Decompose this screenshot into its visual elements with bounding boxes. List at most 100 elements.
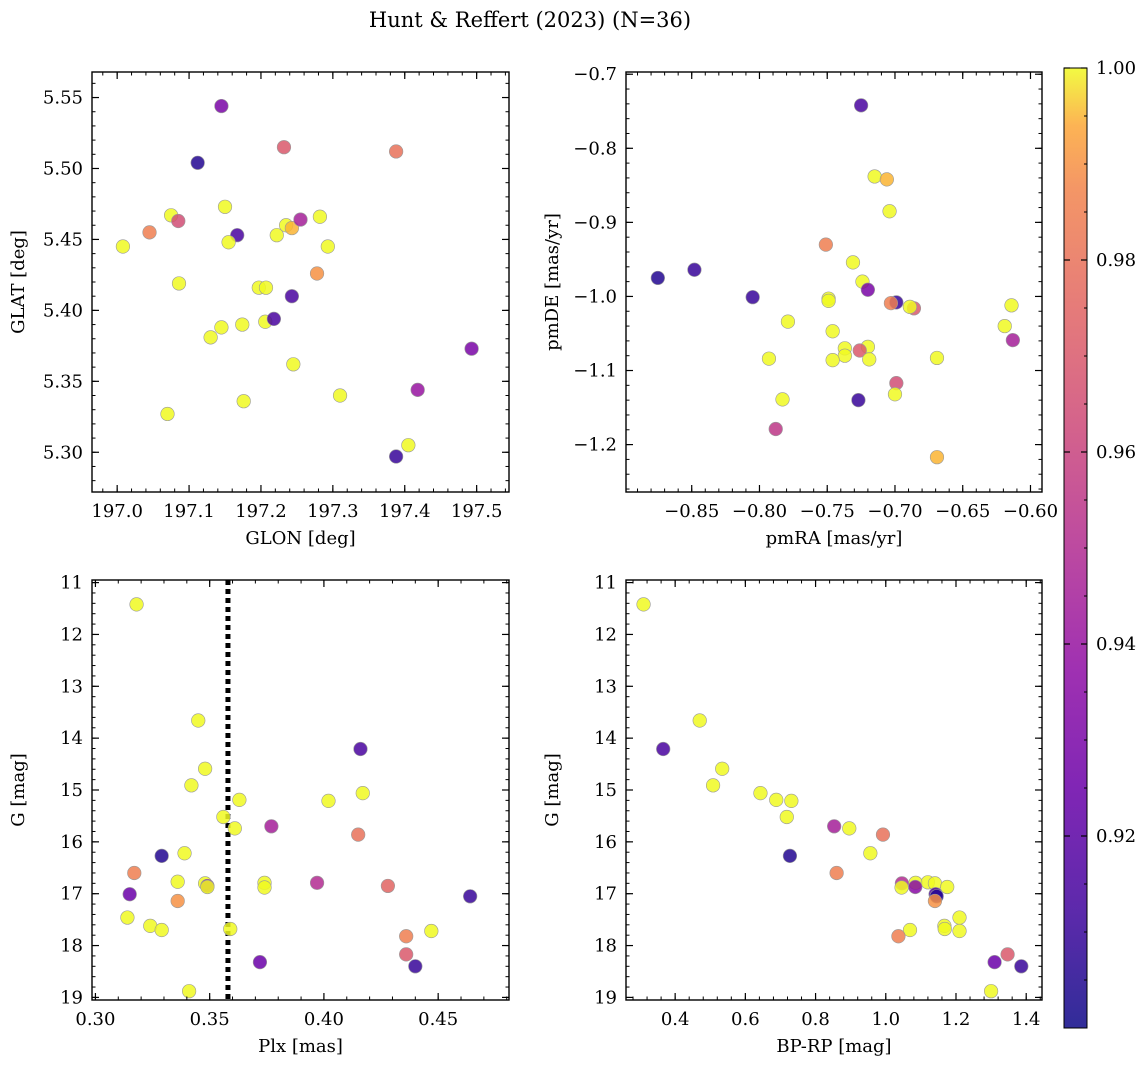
scatter-points bbox=[120, 597, 478, 999]
y-axis-label: G [mag] bbox=[8, 753, 29, 826]
x-tick-label: 197.5 bbox=[451, 501, 503, 522]
scatter-point bbox=[216, 809, 231, 825]
scatter-point bbox=[862, 352, 877, 367]
x-tick-label: 197.1 bbox=[163, 501, 215, 522]
scatter-point bbox=[424, 923, 439, 939]
scatter-point bbox=[908, 879, 923, 895]
scatter-point bbox=[142, 225, 157, 240]
y-axis-label: GLAT [deg] bbox=[8, 230, 29, 334]
y-tick-label: 12 bbox=[60, 624, 83, 645]
scatter-point bbox=[779, 809, 794, 825]
scatter-point bbox=[257, 880, 272, 895]
y-tick-label: 14 bbox=[60, 728, 83, 749]
scatter-point bbox=[171, 213, 186, 229]
scatter-point bbox=[1005, 333, 1020, 348]
y-tick-label: 11 bbox=[594, 573, 617, 594]
y-tick-label: 19 bbox=[60, 987, 83, 1008]
x-axis-label: GLON [deg] bbox=[245, 528, 355, 549]
scatter-point bbox=[389, 144, 404, 159]
x-tick-label: 1.0 bbox=[871, 1009, 900, 1030]
y-tick-label: −0.7 bbox=[573, 64, 617, 85]
x-tick-label: 0.30 bbox=[75, 1009, 115, 1030]
scatter-point bbox=[852, 343, 867, 358]
scatter-point bbox=[891, 929, 906, 944]
scatter-point bbox=[408, 959, 423, 974]
scatter-point bbox=[380, 878, 395, 894]
x-tick-label: 1.2 bbox=[942, 1009, 971, 1030]
y-axis-label: G [mag] bbox=[542, 753, 563, 826]
scatter-point bbox=[191, 713, 206, 728]
scatter-point bbox=[264, 819, 279, 834]
y-tick-label: 16 bbox=[594, 832, 617, 853]
scatter-point bbox=[284, 289, 299, 304]
scatter-point bbox=[463, 889, 478, 904]
y-tick-label: 12 bbox=[594, 624, 617, 645]
y-tick-label: 17 bbox=[60, 884, 83, 905]
scatter-point bbox=[190, 155, 205, 170]
scatter-points bbox=[115, 98, 479, 464]
x-tick-label: 0.8 bbox=[801, 1009, 830, 1030]
scatter-point bbox=[115, 239, 131, 254]
x-axis-label: pmRA [mas/yr] bbox=[766, 528, 903, 549]
panel-bottom-right: 0.4 0.6 0.8 1.0 1.2 1.4 11 12 13 14 15 16 17 18 19 BP-R… bbox=[542, 573, 1043, 1057]
scatter-point bbox=[780, 314, 796, 329]
scatter-point bbox=[182, 984, 197, 999]
scatter-point bbox=[761, 351, 777, 366]
scatter-point bbox=[768, 421, 783, 437]
scatter-point bbox=[837, 348, 852, 363]
scatter-point bbox=[887, 387, 903, 402]
x-tick-label: 0.4 bbox=[661, 1009, 690, 1030]
scatter-point bbox=[902, 922, 918, 938]
scatter-point bbox=[940, 879, 955, 895]
y-tick-label: 17 bbox=[594, 884, 617, 905]
scatter-point bbox=[883, 296, 899, 311]
y-tick-label: 18 bbox=[60, 936, 83, 957]
scatter-point bbox=[937, 921, 952, 937]
scatter-point bbox=[214, 98, 229, 114]
scatter-point bbox=[854, 98, 869, 113]
axes-frame bbox=[625, 71, 1043, 493]
y-tick-label: 5.35 bbox=[43, 371, 83, 392]
scatter-point bbox=[987, 955, 1002, 970]
scatter-point bbox=[351, 827, 366, 842]
scatter-point bbox=[952, 910, 967, 925]
y-tick-label: 11 bbox=[60, 573, 83, 594]
y-tick-label: −0.9 bbox=[573, 212, 617, 233]
x-tick-label: 0.40 bbox=[304, 1009, 344, 1030]
scatter-point bbox=[845, 255, 861, 270]
scatter-point bbox=[154, 848, 169, 863]
scatter-point bbox=[1014, 959, 1029, 974]
y-tick-label: 16 bbox=[60, 832, 83, 853]
y-tick-label: −1.2 bbox=[573, 435, 617, 456]
scatter-point bbox=[902, 299, 917, 314]
scatter-point bbox=[782, 848, 798, 863]
scatter-point bbox=[200, 879, 215, 895]
scatter-point bbox=[312, 209, 328, 224]
scatter-point bbox=[284, 220, 299, 236]
scatter-point bbox=[879, 172, 894, 187]
scatter-point bbox=[860, 282, 875, 297]
panel-top-right: −0.85 −0.80 −0.75 −0.70 −0.65 −0.60 −1.2 −1.1 −1… bbox=[542, 64, 1058, 549]
scatter-point bbox=[821, 293, 836, 308]
scatter-point bbox=[464, 341, 479, 356]
axes-frame bbox=[625, 579, 1043, 1001]
scatter-point bbox=[636, 597, 651, 612]
scatter-point bbox=[223, 921, 238, 937]
scatter-point bbox=[997, 318, 1012, 334]
colorbar-gradient bbox=[1063, 67, 1088, 1029]
x-tick-label: 1.4 bbox=[1012, 1009, 1041, 1030]
x-tick-label: 197.2 bbox=[235, 501, 287, 522]
scatter-point bbox=[160, 406, 175, 422]
scatter-point bbox=[170, 893, 185, 909]
axes-frame bbox=[91, 71, 510, 493]
scatter-point bbox=[875, 827, 891, 842]
y-tick-label: −1.1 bbox=[573, 361, 617, 382]
scatter-point bbox=[227, 821, 242, 836]
scatter-point bbox=[293, 212, 308, 227]
panels: 197.0 197.1 197.2 197.3 197.4 197.5 5.30 5.35 5.… bbox=[8, 64, 1058, 1057]
colorbar-tick-label: 0.98 bbox=[1096, 250, 1136, 271]
scatter-point bbox=[355, 786, 370, 801]
scatter-point bbox=[389, 449, 404, 464]
scatter-point bbox=[753, 786, 768, 801]
scatter-point bbox=[952, 923, 967, 939]
